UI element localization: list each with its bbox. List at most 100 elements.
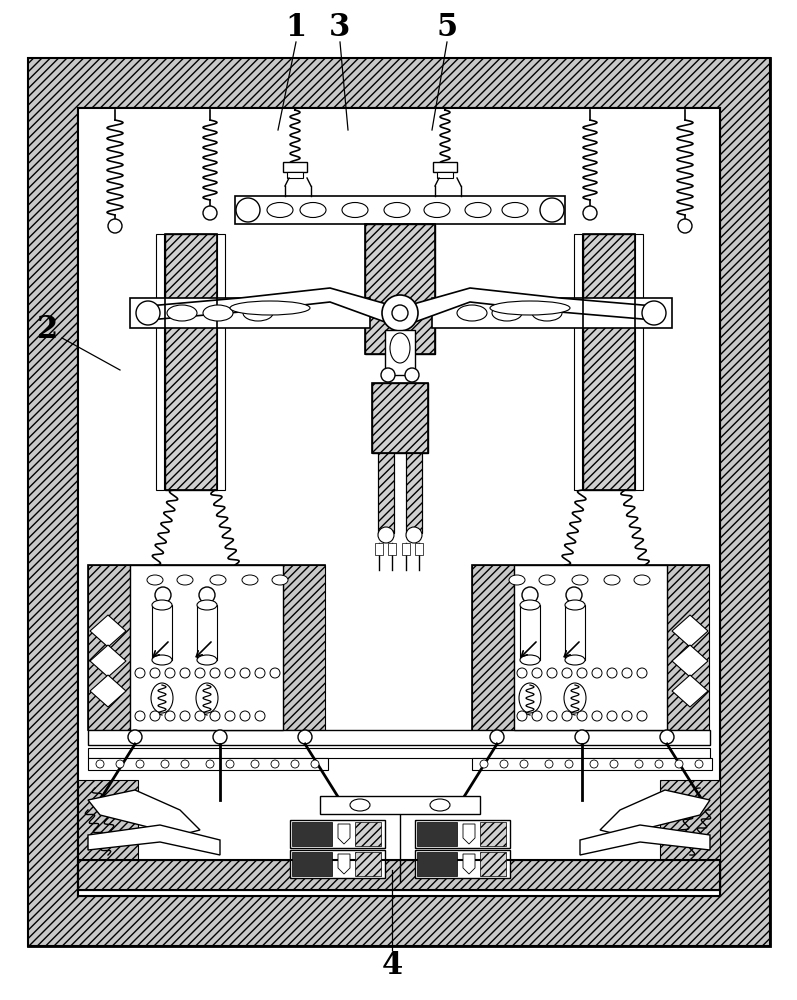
Circle shape	[311, 760, 319, 768]
Bar	[365, 224, 435, 354]
Bar	[415, 543, 423, 555]
Circle shape	[291, 760, 299, 768]
Circle shape	[271, 760, 279, 768]
Circle shape	[255, 711, 265, 721]
Circle shape	[165, 711, 175, 721]
Polygon shape	[463, 824, 475, 844]
Bar	[78, 860, 720, 890]
Circle shape	[637, 668, 647, 678]
Ellipse shape	[565, 600, 585, 610]
Circle shape	[566, 587, 582, 603]
Circle shape	[637, 711, 647, 721]
Text: 1: 1	[285, 12, 307, 43]
Ellipse shape	[604, 575, 620, 585]
Bar	[415, 820, 510, 848]
Ellipse shape	[565, 655, 585, 665]
Circle shape	[236, 198, 260, 222]
Circle shape	[108, 219, 122, 233]
Ellipse shape	[147, 575, 163, 585]
Bar	[287, 172, 303, 178]
Bar	[88, 758, 328, 770]
Bar	[217, 234, 225, 490]
Circle shape	[298, 730, 312, 744]
Text: 3: 3	[329, 12, 351, 43]
Circle shape	[622, 668, 632, 678]
Circle shape	[226, 760, 234, 768]
Circle shape	[562, 711, 572, 721]
Circle shape	[480, 760, 488, 768]
Circle shape	[180, 668, 190, 678]
Ellipse shape	[564, 683, 586, 713]
Ellipse shape	[539, 575, 555, 585]
Polygon shape	[90, 615, 126, 647]
Ellipse shape	[272, 575, 288, 585]
Ellipse shape	[634, 575, 650, 585]
Bar	[565, 605, 585, 660]
Bar	[197, 605, 217, 660]
Circle shape	[210, 668, 220, 678]
Circle shape	[136, 760, 144, 768]
Circle shape	[532, 668, 542, 678]
Circle shape	[392, 305, 408, 321]
Circle shape	[545, 760, 553, 768]
Circle shape	[150, 711, 160, 721]
Circle shape	[547, 711, 557, 721]
Ellipse shape	[532, 305, 562, 321]
Ellipse shape	[490, 301, 570, 315]
Circle shape	[607, 711, 617, 721]
Circle shape	[180, 711, 190, 721]
Circle shape	[270, 668, 280, 678]
Bar	[574, 234, 582, 490]
Bar	[660, 780, 720, 860]
Circle shape	[583, 206, 597, 220]
Bar	[417, 822, 457, 846]
Bar	[406, 453, 422, 533]
Ellipse shape	[390, 333, 410, 363]
Polygon shape	[88, 790, 200, 835]
Ellipse shape	[267, 202, 293, 218]
Circle shape	[565, 760, 573, 768]
Text: 5: 5	[437, 12, 457, 43]
Bar	[417, 852, 457, 876]
Circle shape	[590, 760, 598, 768]
Bar	[406, 453, 422, 533]
Circle shape	[128, 730, 142, 744]
Ellipse shape	[520, 600, 540, 610]
Bar	[283, 565, 325, 730]
Circle shape	[562, 668, 572, 678]
Bar	[88, 748, 710, 758]
Circle shape	[225, 711, 235, 721]
Bar	[235, 196, 565, 224]
Bar	[88, 565, 325, 730]
Bar	[365, 224, 435, 354]
Bar	[78, 108, 720, 896]
Circle shape	[165, 668, 175, 678]
Bar	[583, 234, 635, 490]
Circle shape	[577, 668, 587, 678]
Circle shape	[592, 711, 602, 721]
Circle shape	[517, 711, 527, 721]
Polygon shape	[338, 824, 350, 844]
Ellipse shape	[152, 655, 172, 665]
Bar	[292, 822, 332, 846]
Bar	[152, 605, 172, 660]
Circle shape	[181, 760, 189, 768]
Polygon shape	[580, 825, 710, 855]
Ellipse shape	[457, 305, 487, 321]
Circle shape	[135, 668, 145, 678]
Circle shape	[660, 730, 674, 744]
Ellipse shape	[572, 575, 588, 585]
Ellipse shape	[196, 683, 218, 713]
Circle shape	[225, 668, 235, 678]
Circle shape	[136, 301, 160, 325]
Bar	[130, 298, 370, 328]
Bar	[472, 758, 712, 770]
Ellipse shape	[430, 799, 450, 811]
Ellipse shape	[492, 305, 522, 321]
Ellipse shape	[509, 575, 525, 585]
Bar	[514, 565, 667, 730]
Bar	[78, 780, 138, 860]
Bar	[432, 298, 672, 328]
Bar	[130, 565, 283, 730]
Ellipse shape	[502, 202, 528, 218]
